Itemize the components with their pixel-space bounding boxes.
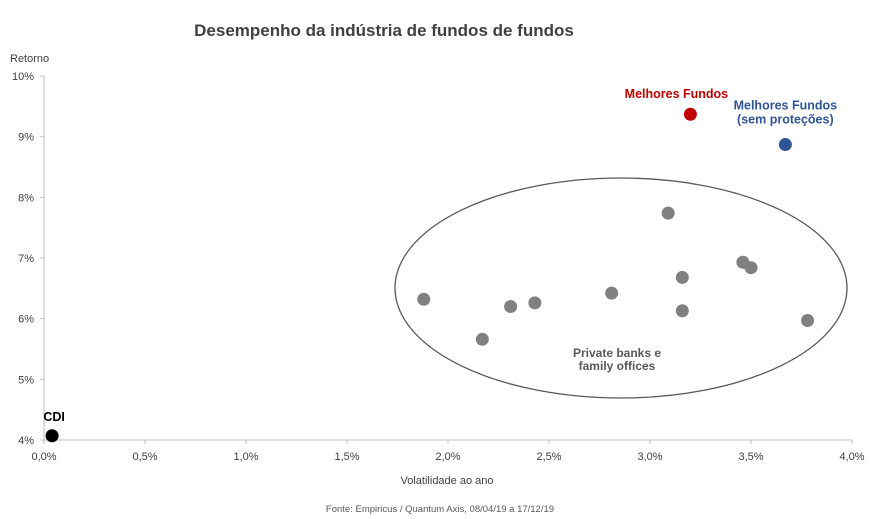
x-tick-label: 2,0% — [435, 451, 460, 463]
data-point — [605, 286, 619, 300]
y-tick-label: 4% — [18, 435, 34, 447]
data-point — [675, 304, 689, 318]
group-label: Private banks e family offices — [573, 346, 661, 373]
series-label-line: Melhores Fundos — [734, 99, 838, 113]
source-note: Fonte: Empiricus / Quantum Axis, 08/04/1… — [326, 504, 554, 515]
group-ellipse — [394, 177, 848, 399]
y-axis-label: Retorno — [10, 53, 49, 65]
y-tick-label: 7% — [18, 253, 34, 265]
y-tick-label: 9% — [18, 132, 34, 144]
data-point — [661, 206, 675, 220]
data-point — [778, 138, 792, 152]
x-tick-label: 0,0% — [31, 451, 56, 463]
data-point — [801, 313, 815, 327]
x-tick-label: 4,0% — [839, 451, 864, 463]
data-point — [744, 261, 758, 275]
series-label: Melhores Fundos — [625, 87, 729, 101]
group-label-line: family offices — [579, 359, 656, 373]
x-tick-label: 0,5% — [132, 451, 157, 463]
y-tick-label: 10% — [12, 71, 34, 83]
group-label-line: Private banks e — [573, 346, 661, 360]
x-tick-label: 3,0% — [637, 451, 662, 463]
series-label: Melhores Fundos (sem proteções) — [734, 99, 838, 127]
axes: 0,0% 0,5% 1,0% 1,5% 2,0% 2,5% 3,0% 3,5% 4,0% 4% 5%… — [12, 71, 865, 463]
y-tick-label: 6% — [18, 314, 34, 326]
group-ellipse-outline — [394, 177, 848, 399]
data-point — [528, 296, 542, 310]
series-label-line: Melhores Fundos — [625, 87, 729, 101]
series-label-line: CDI — [43, 410, 65, 424]
data-point — [504, 300, 518, 314]
data-points — [45, 107, 815, 443]
data-point — [683, 107, 697, 121]
data-point — [417, 292, 431, 306]
y-tick-label: 5% — [18, 374, 34, 386]
x-tick-label: 1,0% — [233, 451, 258, 463]
x-axis-label: Volatilidade ao ano — [401, 475, 494, 487]
data-point — [475, 332, 489, 346]
series-label: CDI — [43, 410, 65, 424]
series-label-line: (sem proteções) — [737, 113, 834, 127]
x-tick-label: 3,5% — [738, 451, 763, 463]
chart-title: Desempenho da indústria de fundos de fun… — [194, 21, 574, 40]
y-tick-label: 8% — [18, 192, 34, 204]
data-point — [45, 429, 59, 443]
x-tick-label: 2,5% — [536, 451, 561, 463]
data-point — [675, 270, 689, 284]
x-tick-label: 1,5% — [334, 451, 359, 463]
